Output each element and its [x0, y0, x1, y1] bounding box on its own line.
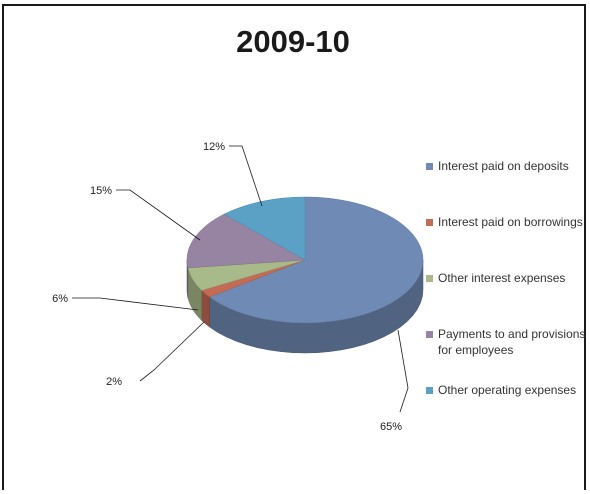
data-label-other-operating: 12%	[203, 141, 225, 153]
legend-item-borrowings: Interest paid on borrowings	[426, 214, 588, 230]
legend-swatch-other-interest	[426, 275, 433, 282]
legend-item-other-interest: Other interest expenses	[426, 270, 588, 286]
legend-swatch-employees	[426, 331, 433, 338]
legend-label-deposits: Interest paid on deposits	[438, 159, 569, 173]
legend-label-employees: Payments to and provisions for employees	[438, 327, 586, 357]
legend-item-deposits: Interest paid on deposits	[426, 158, 588, 174]
pie-slice-deposits	[208, 196, 424, 324]
legend-item-other-operating: Other operating expenses	[426, 382, 588, 398]
leader-line-deposits	[397, 329, 409, 413]
legend-swatch-other-operating	[426, 387, 433, 394]
legend-swatch-deposits	[426, 163, 433, 170]
chart-title: 2009-10	[236, 24, 350, 59]
data-label-employees: 15%	[90, 185, 112, 197]
leader-line-other-operating	[229, 145, 263, 207]
data-label-deposits: 65%	[380, 421, 402, 433]
pie-slice-employees	[186, 213, 306, 269]
legend-label-other-operating: Other operating expenses	[438, 383, 577, 397]
leader-line-employees	[116, 189, 201, 241]
data-label-other-interest: 6%	[52, 293, 68, 305]
legend-label-other-interest: Other interest expenses	[438, 271, 566, 285]
leader-line-other-interest	[72, 297, 199, 311]
leader-line-borrowings	[139, 321, 205, 382]
legend-swatch-borrowings	[426, 219, 433, 226]
legend-item-employees: Payments to and provisions for employees	[426, 326, 588, 358]
legend-label-borrowings: Interest paid on borrowings	[438, 215, 583, 229]
pie-slice-other-operating	[223, 196, 306, 261]
data-label-borrowings: 2%	[106, 376, 122, 388]
